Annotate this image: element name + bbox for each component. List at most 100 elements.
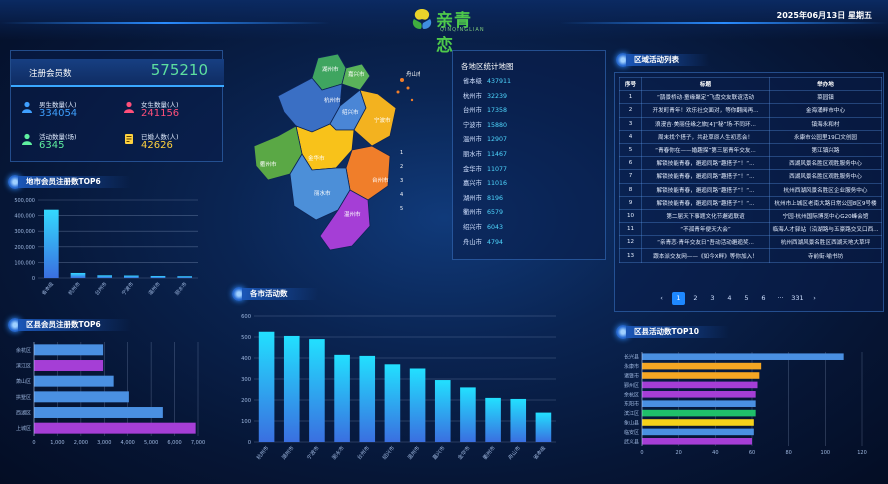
bar[interactable] — [642, 381, 758, 389]
bar[interactable] — [642, 419, 754, 426]
bar[interactable] — [44, 209, 59, 278]
map-region-ningbo[interactable] — [353, 89, 397, 147]
table-row[interactable]: 3 浪漫吉·美丽佳缘之旅[4]“秘”场·不同环... 镇海永和村 — [619, 116, 882, 131]
page-button[interactable]: 1 — [672, 291, 685, 305]
map-number: 1 — [400, 150, 403, 156]
y-tick-label: 东阳市 — [624, 401, 639, 408]
y-tick-label: 200 — [241, 398, 251, 404]
bar[interactable] — [359, 355, 376, 442]
bar[interactable] — [642, 353, 844, 360]
table-row[interactable]: 13 跟本派交友网——《如今X畔》等你加入！ 寺前街·喻书坊 — [619, 248, 882, 263]
x-tick-label: 5,000 — [144, 440, 158, 446]
bar[interactable] — [150, 275, 166, 278]
table-row[interactable]: 6 解锁技能青春，邂逅同路“趣搭子”！“... 西湖风景名胜区观胜服务中心 — [619, 156, 882, 171]
table-row[interactable]: 5 “青春你在——婚趣探”第三届青年交友... 第江镇兴路 — [619, 142, 882, 158]
bar[interactable] — [309, 339, 325, 442]
bar[interactable] — [70, 272, 86, 278]
table-row[interactable]: 7 解锁技能青春，邂逅同路“趣搭子”！“... 西湖风景名胜区观胜服务中心 — [619, 169, 882, 184]
city-activity-chart: 0 100 200 300 400 500 600 杭州市 湖州市 宁波市 丽水市 台州市 绍兴市 温州市… — [241, 314, 556, 461]
bar[interactable] — [642, 400, 756, 407]
map-labels: 湖州市 嘉兴市 杭州市 绍兴市 宁波市 金华市 衢州市 台州市 丽水市 温州市 … — [260, 65, 420, 218]
bar[interactable] — [384, 364, 401, 442]
bar[interactable] — [642, 409, 756, 417]
table-row[interactable]: 12 “亲青恋·青年交友日”吾动活动邂逅奖... 杭州西湖风景名胜区西湖天地大草坪 — [619, 235, 882, 250]
map-label: 绍兴市 — [342, 108, 359, 116]
table-cell-index: 9 — [619, 195, 642, 210]
x-tick-label: 宁波市 — [305, 444, 321, 461]
region-stat-city: 丽水市 — [463, 151, 482, 158]
prev-page-button[interactable]: ‹ — [660, 293, 663, 302]
region-stat-value: 11467 — [487, 151, 508, 158]
bar[interactable] — [535, 412, 552, 442]
map-region-lishui[interactable] — [289, 153, 351, 221]
bar[interactable] — [283, 335, 300, 442]
table-row[interactable]: 1 “鹊景桥动·童缘聚定”飞盘交友联谊活动 菜园镇 — [619, 90, 882, 105]
region-stat-value: 12907 — [487, 136, 508, 144]
header-decor-left — [0, 22, 330, 24]
page-button[interactable]: 3 — [710, 293, 715, 302]
map-region-jiaxing[interactable] — [341, 63, 371, 91]
table-row[interactable]: 4 周末找个搭子，共赴草原人生初恋会！ 永康市公园里19口文创园 — [619, 129, 882, 144]
bar[interactable] — [642, 362, 762, 370]
map-label: 金华市 — [308, 154, 325, 162]
table-cell-index: 12 — [619, 235, 642, 250]
map-region-zhoushan[interactable] — [400, 78, 404, 82]
table-row[interactable]: 10 第二届天下事题文化节邂逅联谊 宁园·杭州国际博览中心G20峰会馆 — [619, 208, 882, 224]
bar[interactable] — [642, 438, 752, 445]
region-activity-table-panel: 序号 标题 举办地 1 “鹊景桥动·童缘聚定”飞盘交友联谊活动 菜园镇 2 开发町青年！… — [614, 72, 884, 312]
bar[interactable] — [434, 380, 451, 442]
table-cell-venue: 第江镇兴路 — [769, 142, 882, 158]
bar[interactable] — [34, 391, 129, 403]
bar[interactable] — [124, 275, 139, 278]
page-button[interactable]: 5 — [744, 293, 749, 302]
region-stat-row: 温州市 12907 — [463, 134, 603, 146]
y-tick-label: 萧山区 — [16, 378, 31, 385]
bar[interactable] — [510, 398, 527, 442]
map-region-wenzhou[interactable] — [319, 189, 371, 251]
male-count-stat: 男生数量(人) 334054 — [21, 99, 117, 125]
y-tick-label: 滨江区 — [16, 363, 31, 370]
y-tick-label: 上城区 — [16, 425, 31, 432]
region-stat-city: 嘉兴市 — [463, 180, 482, 188]
page-button[interactable]: 331 — [791, 293, 804, 302]
bar[interactable] — [34, 375, 114, 387]
next-page-button[interactable]: › — [813, 293, 816, 302]
region-stat-value: 8196 — [487, 194, 504, 202]
table-row[interactable]: 11 “不孤青年便天大会” 临海人才驿站（沿湖路与五豪路交叉口西... — [619, 222, 882, 237]
bar[interactable] — [34, 407, 163, 418]
bar[interactable] — [34, 344, 104, 356]
x-tick-label: 20 — [675, 450, 681, 456]
y-tick-label: 100,000 — [14, 260, 35, 266]
table-cell-venue: 杭州市上城区老南大路日常公园8区9号楼 — [769, 195, 882, 210]
page-button[interactable]: 6 — [761, 293, 766, 302]
bar[interactable] — [642, 428, 754, 436]
bar[interactable] — [34, 422, 196, 434]
bar[interactable] — [97, 275, 112, 278]
bar[interactable] — [485, 397, 501, 442]
y-tick-label: 500,000 — [14, 198, 35, 204]
bar[interactable] — [642, 391, 756, 398]
x-tick-label: 嘉兴市 — [430, 444, 446, 461]
table-row[interactable]: 2 开发町青年！欢乐社交面对，等你翻阅再... 金海涌畔市中心 — [619, 103, 882, 118]
table-cell-title: 周末找个搭子，共赴草原人生初恋会！ — [641, 129, 770, 144]
stat-value: 334054 — [39, 108, 78, 119]
page-button[interactable]: 2 — [693, 293, 698, 302]
bar[interactable] — [258, 331, 275, 442]
table-row[interactable]: 8 解锁技能青春，邂逅同路“趣搭子”！“... 杭州西湖风景名胜区企业服务中心 — [619, 182, 882, 197]
y-tick-label: 临安区 — [624, 429, 639, 436]
page-button[interactable]: 4 — [727, 293, 732, 302]
male-user-icon — [22, 101, 32, 113]
bar[interactable] — [460, 387, 476, 442]
x-tick-label: 100 — [821, 450, 831, 456]
bar[interactable] — [334, 354, 350, 442]
region-stat-city: 舟山市 — [463, 238, 482, 246]
bar[interactable] — [177, 276, 192, 278]
bar[interactable] — [642, 372, 760, 379]
bar[interactable] — [409, 368, 426, 443]
region-activity-list-title: 区域活动列表 — [616, 53, 709, 67]
table-cell-title: 第二届天下事题文化节邂逅联谊 — [641, 208, 770, 224]
page-button[interactable]: ··· — [777, 293, 784, 302]
bar[interactable] — [34, 360, 104, 371]
table-row[interactable]: 9 解锁技能青春，邂逅同路“趣搭子”！“... 杭州市上城区老南大路日常公园8区9号… — [619, 195, 882, 210]
stat-value: 42626 — [141, 140, 173, 151]
